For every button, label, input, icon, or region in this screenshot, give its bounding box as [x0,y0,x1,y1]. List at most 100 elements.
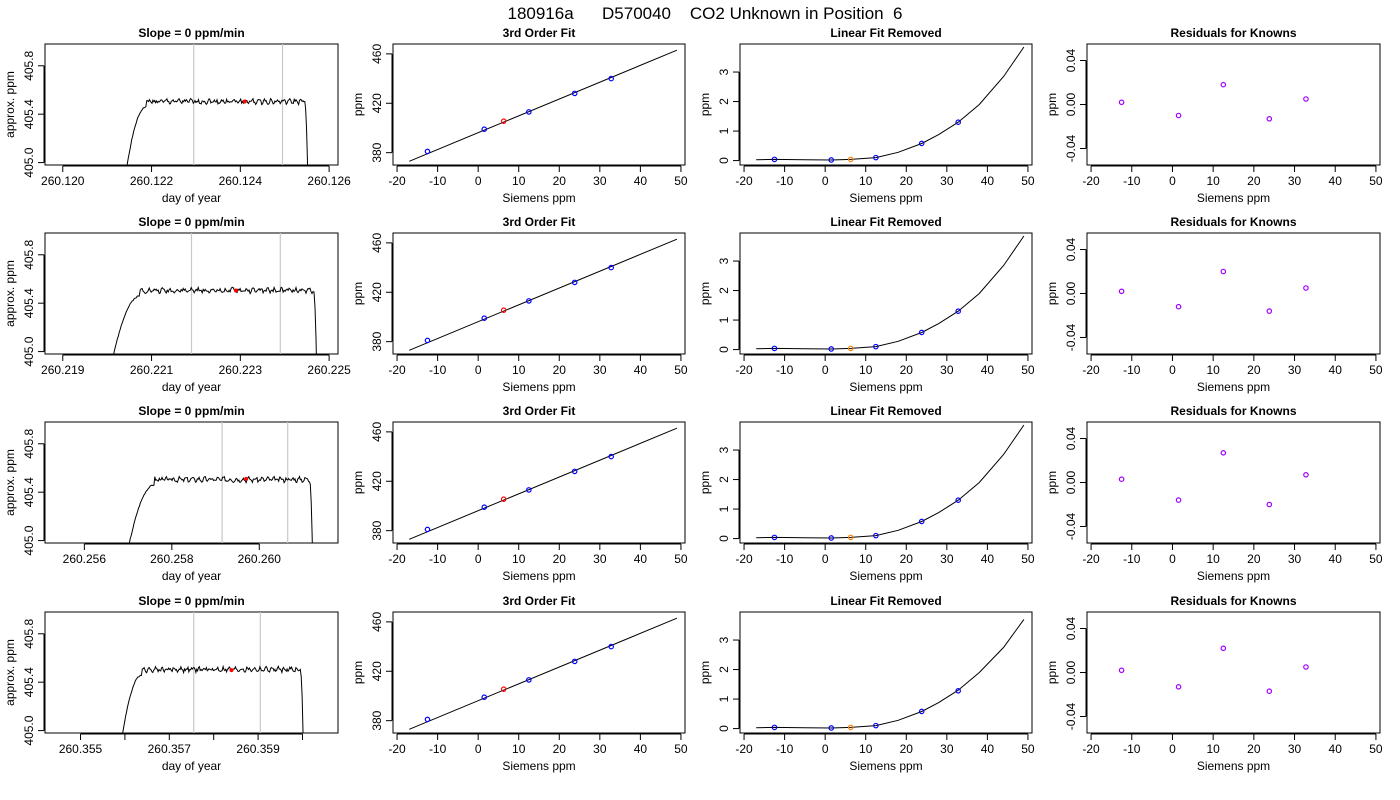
y-tick-label: 0.04 [1064,426,1078,450]
y-tick-label: -0.04 [1064,135,1078,163]
x-tick-label: 50 [674,742,688,756]
x-tick-label: 20 [553,742,567,756]
known-point [571,468,578,475]
residual-point [1118,288,1125,295]
x-tick-label: 20 [1247,363,1261,377]
plot-frame [739,421,1033,544]
x-axis-label: Siemens ppm [502,569,575,583]
y-axis-label: ppm [351,471,365,494]
y-tick-label: 0.04 [1064,616,1078,640]
plot-body [122,612,304,733]
known-point [955,119,961,126]
cubic-residual-curve [756,619,1025,729]
known-point [828,157,835,163]
unknown-point [847,345,854,352]
plot-body [1118,81,1309,122]
x-tick-label: -20 [388,363,406,377]
panel-title: 3rd Order Fit [503,404,576,418]
x-tick-label: 50 [1021,363,1035,377]
known-point [608,643,614,650]
panel-title: 3rd Order Fit [503,594,576,608]
plot-body [1118,449,1309,508]
y-tick-label: 0.00 [1064,660,1078,684]
x-tick-label: 20 [900,174,914,188]
x-tick-label: -10 [429,174,447,188]
x-tick-label: 40 [634,174,648,188]
y-tick-label: 0.04 [1064,48,1078,72]
plot-frame [44,611,339,734]
panel-timeseries-row-1: Slope = 0 ppm/min 260.120 260.122 260.124 26… [3,26,351,205]
x-tick-label: 40 [981,742,995,756]
x-tick-label: 50 [1369,552,1383,566]
x-tick-label: 20 [900,552,914,566]
known-point [571,658,578,665]
x-tick-label: 40 [634,363,648,377]
x-tick-label: 50 [674,363,688,377]
known-point [608,264,614,271]
x-tick-label: 10 [859,552,873,566]
x-tick-label: 260.124 [219,174,263,188]
y-tick-label: 380 [370,520,384,540]
y-tick-label: 460 [370,233,384,253]
known-point [918,708,925,715]
x-tick-label: 20 [900,742,914,756]
y-axis-label: ppm [698,471,712,494]
y-tick-label: 405.8 [22,618,36,648]
y-tick-label: -0.04 [1064,324,1078,352]
plot-body [409,238,678,351]
residual-point [1303,664,1309,670]
x-tick-label: 20 [553,552,567,566]
cubic-residual-curve [756,46,1025,161]
x-tick-label: -20 [388,174,406,188]
residual-point [1303,96,1309,102]
y-tick-label: -0.04 [1064,513,1078,541]
plot-frame [392,43,686,166]
x-tick-label: 20 [553,363,567,377]
co2-trace-line [126,97,309,165]
x-tick-label: 40 [981,552,995,566]
y-tick-label: -0.04 [1064,703,1078,731]
known-point [918,140,925,147]
panel-title: Linear Fit Removed [830,404,941,418]
fit-line [409,238,678,351]
x-axis-label: day of year [162,569,221,583]
x-tick-label: 260.256 [63,552,107,566]
unknown-point [847,156,854,163]
y-tick-label: 420 [370,93,384,113]
panel-residuals-row-4: Residuals for Knowns -20 -10 0 10 20 30 40 50 Sie… [1045,594,1383,773]
y-tick-label: 460 [370,44,384,64]
x-tick-label: 50 [1021,174,1035,188]
plot-body [409,617,678,730]
panel-title: 3rd Order Fit [503,26,576,40]
panel-fit-row-4: 3rd Order Fit -20 -10 0 10 20 30 40 50 Siemens pp… [351,594,688,773]
figure-title: 180916a D570040 CO2 Unknown in Position … [507,4,902,23]
x-tick-label: 30 [940,363,954,377]
x-tick-label: 10 [512,742,526,756]
known-point [955,308,961,315]
known-point [571,90,578,97]
x-tick-label: 30 [1288,552,1302,566]
y-tick-label: 405.4 [22,288,36,318]
unknown-mean-point [242,99,247,104]
known-point [828,725,835,731]
x-tick-label: 20 [900,363,914,377]
plot-frame [739,232,1033,355]
x-axis-label: Siemens ppm [1197,569,1270,583]
x-tick-label: 10 [512,174,526,188]
plot-frame [1086,43,1381,166]
plot-frame [739,43,1033,166]
panel-timeseries-row-3: Slope = 0 ppm/min 260.256 260.258 260.260 da… [3,404,339,583]
y-tick-label: 380 [370,331,384,351]
x-tick-label: 0 [822,742,829,756]
panel-title: Linear Fit Removed [830,26,941,40]
y-tick-label: 2 [717,287,731,294]
y-tick-label: 0.00 [1064,281,1078,305]
y-tick-label: 405.8 [22,239,36,269]
panel-title: Slope = 0 ppm/min [138,594,244,608]
x-tick-label: 40 [981,174,995,188]
known-point [828,535,835,541]
x-tick-label: 260.355 [59,742,103,756]
x-tick-label: 30 [1288,363,1302,377]
unknown-mean-point [233,288,238,293]
plot-body [756,424,1025,541]
